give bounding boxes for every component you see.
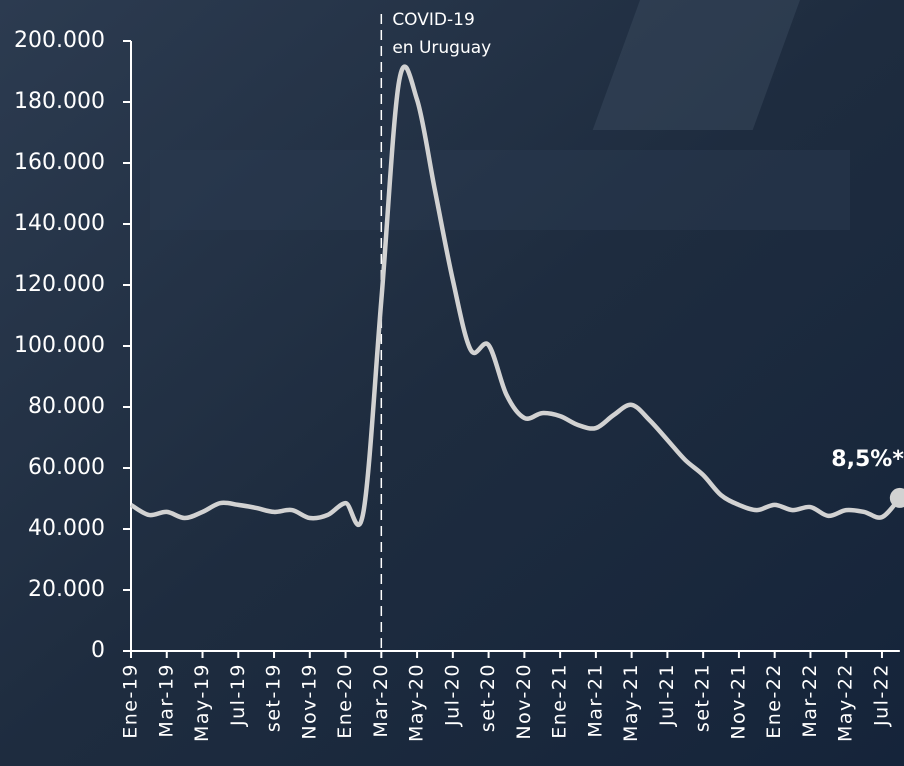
event-annotation: COVID-19 [392, 10, 474, 30]
x-tick-label: Mar-21 [584, 663, 606, 738]
x-tick-label: Jul-20 [441, 663, 463, 727]
background-shape [150, 150, 850, 230]
x-tick-label: May-20 [406, 663, 428, 742]
x-tick-label: set-19 [263, 663, 285, 732]
x-tick-label: Ene-22 [763, 663, 785, 739]
y-tick-label: 20.000 [28, 577, 105, 602]
y-tick-label: 160.000 [14, 150, 105, 175]
x-tick-label: Mar-20 [370, 663, 392, 738]
x-tick-label: May-19 [191, 663, 213, 742]
x-tick-label: Ene-19 [120, 663, 142, 739]
y-tick-label: 120.000 [14, 272, 105, 297]
x-tick-label: Nov-20 [513, 663, 535, 740]
x-tick-label: Jul-22 [870, 663, 892, 727]
background-shape [592, 0, 800, 130]
y-tick-label: 80.000 [28, 394, 105, 419]
x-tick-label: Nov-19 [298, 663, 320, 740]
x-tick-label: Ene-21 [549, 663, 571, 739]
y-tick-label: 60.000 [28, 455, 105, 480]
x-tick-label: Ene-20 [334, 663, 356, 739]
y-tick-label: 0 [91, 638, 105, 663]
x-tick-label: Mar-19 [155, 663, 177, 738]
x-tick-label: May-21 [620, 663, 642, 742]
x-tick-label: Nov-21 [727, 663, 749, 740]
x-tick-label: May-22 [835, 663, 857, 742]
x-tick-label: Jul-19 [227, 663, 249, 727]
event-annotation: en Uruguay [392, 38, 491, 58]
x-tick-label: Mar-22 [799, 663, 821, 738]
end-label: 8,5%* [831, 447, 904, 472]
y-tick-label: 200.000 [14, 28, 105, 53]
y-tick-label: 100.000 [14, 333, 105, 358]
end-marker [889, 487, 904, 508]
x-tick-label: set-21 [692, 663, 714, 732]
y-tick-label: 40.000 [28, 516, 105, 541]
x-tick-label: Jul-21 [656, 663, 678, 727]
y-tick-label: 180.000 [14, 89, 105, 114]
x-tick-label: set-20 [477, 663, 499, 732]
line [129, 64, 902, 528]
y-tick-label: 140.000 [14, 211, 105, 236]
